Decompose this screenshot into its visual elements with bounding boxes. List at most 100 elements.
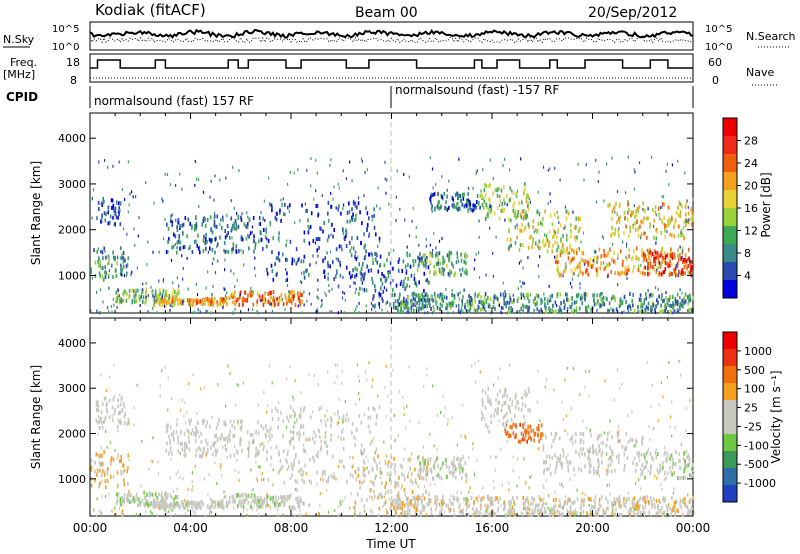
velocity-cell <box>527 429 529 434</box>
power-cell <box>460 310 462 314</box>
power-cell <box>271 208 273 213</box>
velocity-cell <box>247 453 250 458</box>
velocity-cell <box>530 437 532 442</box>
velocity-cell <box>626 497 628 502</box>
power-cell <box>606 297 608 302</box>
power-cell <box>278 295 281 300</box>
power-cell <box>285 243 287 248</box>
velocity-cell <box>426 502 429 507</box>
power-cell <box>248 234 250 239</box>
power-cell <box>685 201 688 206</box>
power-cell <box>549 294 551 298</box>
power-cell <box>516 299 519 303</box>
power-cell <box>371 308 373 311</box>
power-cell <box>567 297 570 302</box>
power-cell <box>600 254 603 258</box>
power-cell <box>324 256 326 261</box>
power-cell <box>264 297 267 302</box>
power-cell <box>291 257 294 262</box>
power-cell <box>517 225 519 230</box>
power-cell <box>641 249 644 254</box>
power-cell <box>102 256 104 261</box>
velocity-cell <box>278 452 280 457</box>
power-cell <box>242 296 245 301</box>
power-cell <box>401 300 404 305</box>
power-cell <box>157 297 159 302</box>
power-cell <box>565 237 568 242</box>
power-cell <box>468 200 471 205</box>
velocity-cell <box>105 478 107 483</box>
velocity-cell <box>686 511 689 516</box>
power-cell <box>609 203 611 208</box>
power-cell <box>385 302 387 306</box>
velocity-cell <box>324 469 326 474</box>
velocity-cell <box>282 495 284 500</box>
power-cell <box>476 169 478 173</box>
velocity-cell <box>375 421 377 426</box>
power-cell <box>561 242 564 247</box>
velocity-cell <box>123 404 126 409</box>
velocity-cell <box>263 444 265 449</box>
power-cell <box>457 196 459 201</box>
velocity-cell <box>114 407 116 412</box>
power-cell <box>468 309 470 314</box>
power-cell <box>415 293 418 298</box>
power-cell <box>574 226 576 231</box>
power-cell <box>497 187 499 192</box>
power-cell <box>442 261 444 266</box>
power-cell <box>285 268 287 272</box>
velocity-cell <box>122 401 125 406</box>
power-cell <box>353 199 355 203</box>
power-cell <box>492 191 494 196</box>
velocity-cell <box>440 499 443 504</box>
power-cell <box>545 309 547 314</box>
power-cell <box>251 230 253 234</box>
power-cell <box>660 262 663 267</box>
velocity-cell <box>198 446 200 451</box>
velocity-cell <box>531 501 534 506</box>
power-cell <box>166 222 168 227</box>
power-cell <box>611 209 614 214</box>
power-cell <box>522 191 525 196</box>
power-cell <box>436 204 439 209</box>
power-cell <box>593 297 595 302</box>
power-cell <box>684 253 687 258</box>
velocity-cell <box>677 476 679 481</box>
velocity-cell <box>296 500 299 505</box>
power-cell <box>130 273 132 277</box>
power-cell <box>116 261 118 266</box>
power-cell <box>524 182 526 186</box>
power-cell <box>226 224 229 228</box>
power-cell <box>360 277 362 282</box>
power-cell <box>254 274 257 278</box>
power-cell <box>576 248 578 253</box>
power-cell <box>437 260 440 264</box>
velocity-cell <box>487 394 489 399</box>
power-cell <box>611 226 613 231</box>
station-title: Kodiak (fitACF) <box>95 1 206 19</box>
power-cell <box>135 288 137 292</box>
power-cell <box>463 204 466 209</box>
power-cell <box>410 273 413 278</box>
velocity-cell <box>215 433 218 438</box>
power-cell <box>504 295 506 299</box>
power-cell <box>490 311 492 315</box>
velocity-cell <box>188 430 190 435</box>
velocity-cell <box>366 498 368 502</box>
power-cell <box>197 233 199 238</box>
power-cell <box>607 263 610 268</box>
power-cell <box>433 291 436 296</box>
velocity-cell <box>176 495 179 500</box>
power-cell <box>110 305 112 308</box>
power-cell <box>649 222 651 227</box>
velocity-cell <box>422 460 425 465</box>
power-cell <box>303 290 305 294</box>
power-cell <box>315 261 317 265</box>
power-cell <box>176 292 179 297</box>
velocity-cell <box>127 453 130 458</box>
velocity-cell <box>325 440 327 445</box>
velocity-cell <box>193 431 195 436</box>
power-cell <box>504 290 506 294</box>
power-cell <box>226 291 228 295</box>
velocity-cell <box>628 507 631 512</box>
